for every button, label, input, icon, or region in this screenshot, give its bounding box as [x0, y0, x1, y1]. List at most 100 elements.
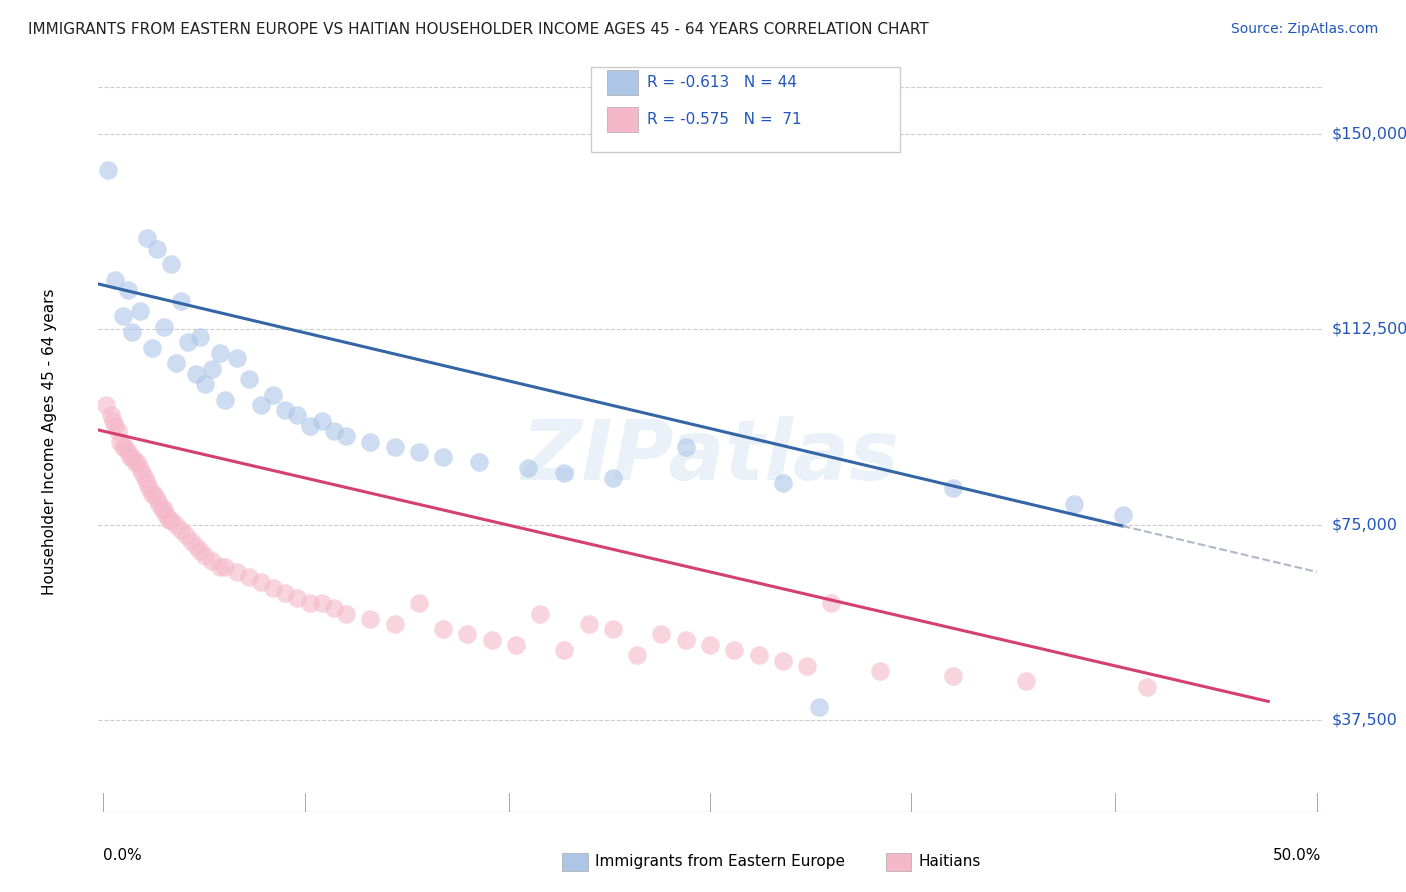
Point: [127, 455, 149, 469]
Point: [155, 508, 177, 522]
Point: [107, 424, 129, 438]
Point: [359, 612, 381, 626]
Point: [1014, 674, 1036, 689]
Point: [748, 648, 770, 663]
Point: [262, 581, 284, 595]
Point: [359, 434, 381, 449]
Point: [869, 664, 891, 678]
Point: [335, 607, 357, 621]
Point: [131, 466, 153, 480]
Point: [214, 392, 236, 407]
Point: [808, 700, 831, 714]
Point: [136, 231, 159, 245]
Point: [311, 596, 333, 610]
Point: [723, 643, 745, 657]
Point: [110, 434, 132, 449]
Point: [201, 361, 224, 376]
Point: [141, 486, 163, 500]
Point: [384, 617, 406, 632]
Point: [238, 570, 260, 584]
Text: Haitians: Haitians: [918, 855, 980, 869]
Point: [250, 398, 273, 412]
Point: [153, 319, 176, 334]
Point: [1111, 508, 1133, 522]
Point: [626, 648, 648, 663]
Point: [432, 622, 454, 636]
Point: [311, 414, 333, 428]
Point: [117, 283, 139, 297]
Point: [165, 518, 187, 533]
Text: Householder Income Ages 45 - 64 years: Householder Income Ages 45 - 64 years: [42, 288, 58, 595]
Point: [274, 403, 297, 417]
Point: [170, 293, 193, 308]
Point: [174, 528, 197, 542]
Text: R = -0.575   N =  71: R = -0.575 N = 71: [647, 112, 801, 127]
Point: [675, 632, 697, 647]
Point: [145, 491, 167, 506]
Point: [456, 627, 478, 641]
Point: [578, 617, 600, 632]
Point: [138, 482, 160, 496]
Point: [201, 554, 224, 568]
Point: [148, 497, 170, 511]
Point: [335, 429, 357, 443]
Point: [157, 513, 180, 527]
Point: [124, 455, 146, 469]
Point: [128, 460, 150, 475]
Point: [225, 565, 247, 579]
Point: [553, 643, 575, 657]
Point: [101, 414, 124, 428]
Point: [287, 591, 309, 605]
Point: [408, 596, 430, 610]
Point: [208, 346, 231, 360]
Point: [160, 257, 183, 271]
Point: [772, 653, 794, 667]
Point: [772, 476, 794, 491]
Point: [1063, 497, 1085, 511]
Point: [208, 559, 231, 574]
Point: [250, 575, 273, 590]
Point: [408, 445, 430, 459]
Point: [468, 455, 491, 469]
Point: [942, 482, 965, 496]
Point: [165, 356, 187, 370]
Point: [298, 596, 321, 610]
Point: [177, 335, 200, 350]
Point: [141, 341, 163, 355]
Point: [170, 523, 193, 537]
Point: [194, 377, 217, 392]
Point: [184, 367, 207, 381]
Point: [529, 607, 551, 621]
Point: [153, 502, 176, 516]
Point: [100, 409, 122, 423]
Point: [143, 486, 166, 500]
Point: [322, 601, 344, 615]
Point: [160, 513, 183, 527]
Point: [602, 622, 624, 636]
Point: [104, 418, 127, 433]
Point: [194, 549, 217, 564]
Point: [134, 471, 156, 485]
Point: [942, 669, 965, 683]
Text: IMMIGRANTS FROM EASTERN EUROPE VS HAITIAN HOUSEHOLDER INCOME AGES 45 - 64 YEARS : IMMIGRANTS FROM EASTERN EUROPE VS HAITIA…: [28, 22, 929, 37]
Point: [150, 502, 173, 516]
Point: [117, 445, 139, 459]
Point: [675, 440, 697, 454]
Text: 0.0%: 0.0%: [103, 848, 142, 863]
Point: [136, 476, 159, 491]
Point: [111, 310, 134, 324]
Point: [505, 638, 527, 652]
Point: [111, 440, 134, 454]
Text: $75,000: $75,000: [1331, 517, 1398, 533]
Text: Source: ZipAtlas.com: Source: ZipAtlas.com: [1230, 22, 1378, 37]
Point: [517, 460, 540, 475]
Point: [602, 471, 624, 485]
Point: [121, 325, 143, 339]
Point: [274, 586, 297, 600]
Point: [322, 424, 344, 438]
Point: [481, 632, 503, 647]
Point: [104, 273, 127, 287]
Text: 50.0%: 50.0%: [1274, 848, 1322, 863]
Point: [384, 440, 406, 454]
Text: R = -0.613   N = 44: R = -0.613 N = 44: [647, 75, 797, 89]
